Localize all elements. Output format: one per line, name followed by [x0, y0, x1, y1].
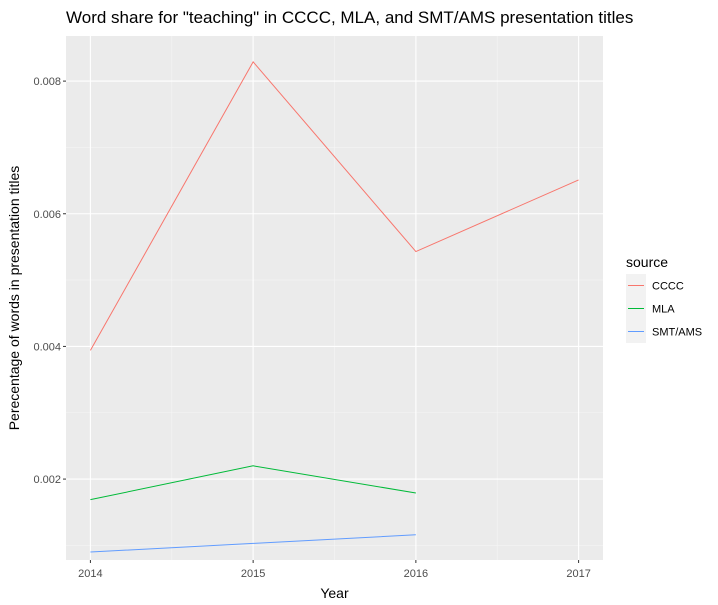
x-axis: 2014 2015 2016 2017: [78, 560, 591, 580]
y-axis: 0.002 0.004 0.006 0.008: [33, 76, 66, 486]
y-tick-label: 0.002: [33, 474, 61, 486]
legend-label: MLA: [652, 304, 675, 316]
x-tick-label: 2017: [566, 568, 590, 580]
y-tick-label: 0.006: [33, 209, 61, 221]
y-axis-title: Perecentage of words in presentation tit…: [6, 166, 22, 431]
y-tick-label: 0.008: [33, 76, 61, 88]
legend-title: source: [626, 254, 668, 270]
legend-label: CCCC: [652, 281, 684, 293]
x-tick-label: 2016: [404, 568, 428, 580]
series-line-smt-ams: [90, 534, 416, 553]
series-lines: [89, 61, 579, 553]
y-tick-label: 0.004: [33, 341, 61, 353]
legend: source CCCC MLA SMT/AMS: [626, 254, 702, 343]
x-tick-label: 2014: [78, 568, 102, 580]
x-tick-label: 2015: [241, 568, 265, 580]
legend-label: SMT/AMS: [652, 327, 702, 339]
grid-minor: [66, 36, 603, 560]
grid-major: [66, 36, 603, 560]
x-axis-title: Year: [320, 585, 349, 601]
series-line-mla: [90, 465, 416, 501]
chart-title: Word share for "teaching" in CCCC, MLA, …: [66, 8, 633, 27]
series-line-cccc: [89, 61, 579, 351]
